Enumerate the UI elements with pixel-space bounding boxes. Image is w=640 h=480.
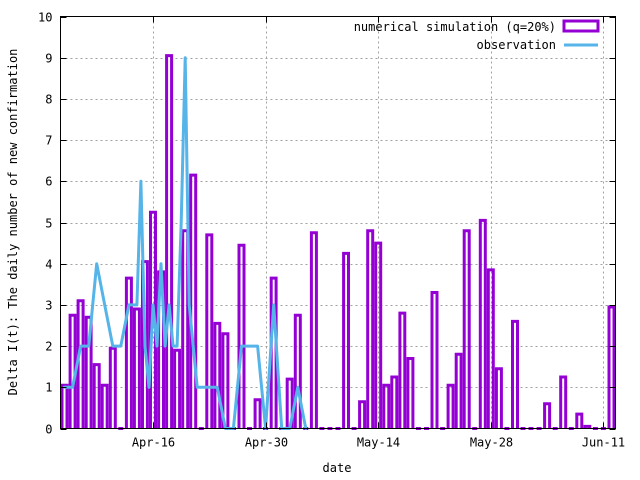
x-axis-title: date xyxy=(323,461,352,475)
legend: numerical simulation (q=20%) observation xyxy=(354,19,600,52)
bar-53 xyxy=(486,268,495,429)
y-tick-label-1: 1 xyxy=(45,381,52,395)
y-tick-label-7: 7 xyxy=(45,134,52,148)
legend-label-simulation: numerical simulation (q=20%) xyxy=(354,20,556,34)
bar-42 xyxy=(398,311,407,429)
y-tick-label-6: 6 xyxy=(45,175,52,189)
legend-label-observation: observation xyxy=(477,38,556,52)
bar-64 xyxy=(575,412,584,429)
bar-60 xyxy=(543,402,552,429)
bar-6 xyxy=(108,346,117,429)
bar-46 xyxy=(430,291,439,429)
bar-series xyxy=(60,54,616,430)
y-axis-ticks: 0 1 2 3 4 5 6 7 8 9 10 xyxy=(38,11,616,437)
y-axis-title: Delta I(t): The daily number of new conf… xyxy=(6,49,20,396)
bar-28 xyxy=(285,377,294,429)
x-tick-label-2: May-14 xyxy=(357,436,400,450)
bar-14 xyxy=(173,348,182,429)
observation-line xyxy=(63,56,308,430)
bar-65 xyxy=(583,424,592,429)
plot-frame xyxy=(60,16,616,429)
y-tick-label-2: 2 xyxy=(45,340,52,354)
x-tick-label-0: Apr-16 xyxy=(132,436,175,450)
bar-54 xyxy=(494,367,503,429)
bar-9 xyxy=(132,307,141,429)
y-tick-label-4: 4 xyxy=(45,258,52,272)
bar-10 xyxy=(141,260,149,429)
bar-16 xyxy=(189,173,198,429)
bar-49 xyxy=(454,352,463,429)
bar-0 xyxy=(60,383,69,429)
bar-8 xyxy=(124,276,133,429)
bar-48 xyxy=(446,383,455,429)
bar-35 xyxy=(342,251,350,429)
y-tick-label-9: 9 xyxy=(45,52,52,66)
x-tick-label-4: Jun-11 xyxy=(582,436,625,450)
x-tick-label-3: May-28 xyxy=(470,436,513,450)
bar-31 xyxy=(309,231,318,429)
bar-13 xyxy=(165,54,174,429)
legend-swatch-simulation xyxy=(562,19,600,33)
bar-50 xyxy=(462,229,471,429)
y-tick-label-3: 3 xyxy=(45,299,52,313)
bar-20 xyxy=(221,332,230,429)
bar-62 xyxy=(559,375,568,429)
x-tick-label-1: Apr-30 xyxy=(245,436,288,450)
bar-68 xyxy=(607,305,616,429)
bar-22 xyxy=(237,243,246,429)
x-axis-ticks: Apr-16 Apr-30 May-14 May-28 Jun-11 xyxy=(132,16,625,450)
bar-39 xyxy=(374,241,383,429)
y-tick-label-0: 0 xyxy=(45,423,52,437)
bar-40 xyxy=(382,383,391,429)
bar-18 xyxy=(205,233,214,429)
bar-38 xyxy=(366,229,375,429)
bar-15 xyxy=(181,229,190,429)
bar-5 xyxy=(100,383,109,429)
bar-37 xyxy=(358,400,367,429)
bar-19 xyxy=(213,321,222,429)
bar-4 xyxy=(92,363,101,429)
bar-52 xyxy=(478,218,487,429)
grid xyxy=(60,16,616,429)
bar-24 xyxy=(253,398,262,429)
bar-43 xyxy=(406,357,415,429)
y-tick-label-8: 8 xyxy=(45,93,52,107)
y-tick-label-10: 10 xyxy=(38,11,52,25)
bar-3 xyxy=(84,315,93,429)
y-tick-label-5: 5 xyxy=(45,217,52,231)
bar-29 xyxy=(293,313,302,429)
bar-56 xyxy=(511,319,519,429)
bar-41 xyxy=(390,375,399,429)
